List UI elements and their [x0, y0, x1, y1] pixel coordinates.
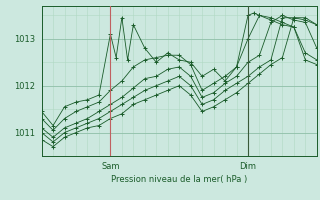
X-axis label: Pression niveau de la mer( hPa ): Pression niveau de la mer( hPa ): [111, 175, 247, 184]
